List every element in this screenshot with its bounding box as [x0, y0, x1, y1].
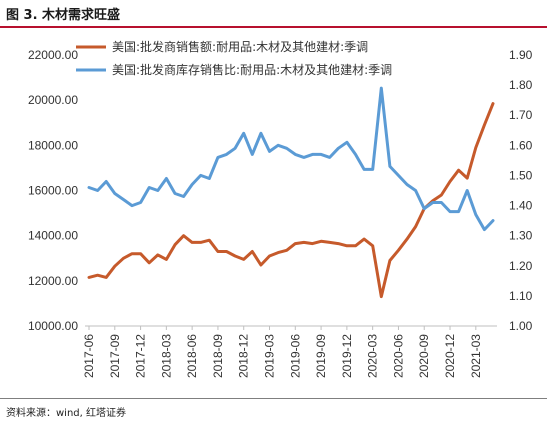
left-y-tick-label: 16000.00 — [28, 184, 78, 198]
right-y-tick-label: 1.60 — [509, 138, 533, 152]
x-tick-label: 2021-03 — [469, 334, 483, 378]
x-tick-label: 2019-09 — [314, 334, 328, 378]
x-tick-label: 2018-03 — [159, 334, 173, 378]
source-divider — [0, 398, 547, 399]
x-tick-label: 2019-06 — [288, 334, 302, 378]
legend-label-ratio: 美国:批发商库存销售比:耐用品:木材及其他建材:季调 — [112, 62, 392, 77]
x-tick-label: 2017-06 — [82, 334, 96, 378]
series-line-sales — [87, 102, 495, 299]
x-tick-label: 2020-06 — [391, 334, 405, 378]
legend-label-sales: 美国:批发商销售额:耐用品:木材及其他建材:季调 — [112, 39, 368, 54]
right-y-tick-label: 1.20 — [509, 259, 533, 273]
title-divider — [0, 26, 547, 28]
left-y-tick-label: 18000.00 — [28, 138, 78, 152]
x-tick-label: 2020-09 — [417, 334, 431, 378]
left-y-tick-label: 20000.00 — [28, 93, 78, 107]
dual-axis-line-chart: 22000.00 20000.00 18000.00 16000.00 14000.00… — [28, 39, 533, 378]
source-note: 资料来源：wind, 红塔证券 — [6, 408, 126, 419]
x-tick-label: 2017-12 — [134, 334, 148, 378]
x-tick-label: 2019-03 — [263, 334, 277, 378]
right-y-tick-label: 1.40 — [509, 199, 533, 213]
left-y-tick-label: 10000.00 — [28, 319, 78, 333]
series-layer — [87, 86, 495, 299]
series-line-inventory-sales-ratio — [87, 86, 495, 232]
x-tick-label: 2019-12 — [340, 334, 354, 378]
left-y-tick-label: 22000.00 — [28, 48, 78, 62]
x-tick-label: 2017-09 — [108, 334, 122, 378]
figure-title: 图 3. 木材需求旺盛 — [6, 8, 121, 23]
right-y-tick-label: 1.10 — [509, 289, 533, 303]
right-y-tick-label: 1.50 — [509, 168, 533, 182]
x-tick-label: 2018-09 — [211, 334, 225, 378]
x-tick-label: 2020-03 — [366, 334, 380, 378]
x-tick-label: 2018-06 — [185, 334, 199, 378]
right-y-tick-label: 1.90 — [509, 48, 533, 62]
left-y-tick-label: 12000.00 — [28, 274, 78, 288]
x-axis-ticks: 2017-06 2017-09 2017-12 2018-03 2018-06 2018-… — [82, 326, 483, 378]
left-y-axis-ticks: 22000.00 20000.00 18000.00 16000.00 14000.00… — [28, 48, 78, 333]
right-y-axis-ticks: 1.90 1.80 1.70 1.60 1.50 1.40 1.30 1.20 1.10 1.00 — [509, 48, 533, 333]
right-y-tick-label: 1.80 — [509, 78, 533, 92]
x-tick-label: 2020-12 — [443, 334, 457, 378]
chart-legend: 美国:批发商销售额:耐用品:木材及其他建材:季调 美国:批发商库存销售比:耐用品… — [76, 39, 392, 77]
right-y-tick-label: 1.00 — [509, 319, 533, 333]
x-tick-label: 2018-12 — [237, 334, 251, 378]
right-y-tick-label: 1.70 — [509, 108, 533, 122]
right-y-tick-label: 1.30 — [509, 229, 533, 243]
left-y-tick-label: 14000.00 — [28, 229, 78, 243]
